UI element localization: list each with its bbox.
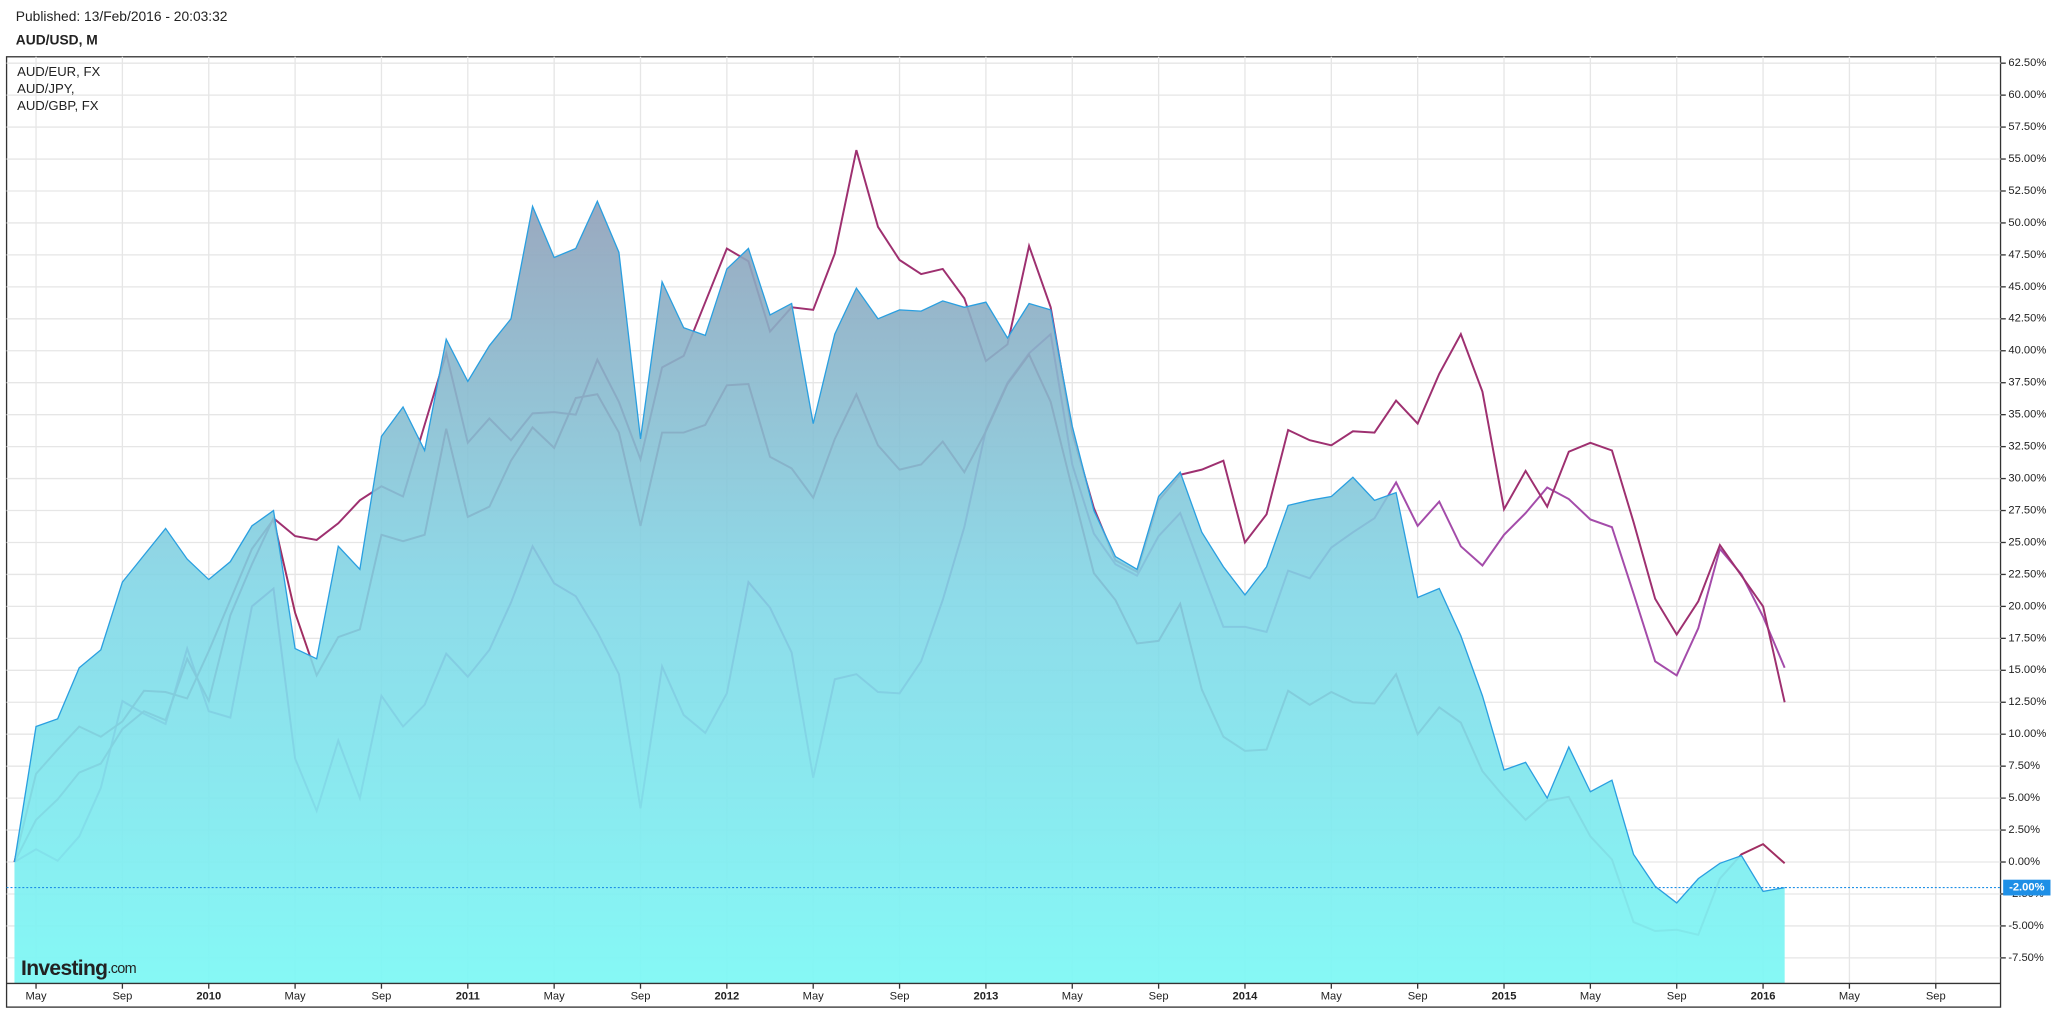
y-tick-label: 62.50%: [2008, 57, 2046, 69]
y-tick-label: 20.00%: [2008, 600, 2046, 612]
area: [14, 201, 1785, 984]
y-tick-label: 35.00%: [2008, 409, 2046, 421]
x-tick-label: Sep: [1408, 991, 1428, 1003]
y-tick-label: -7.50%: [2008, 952, 2043, 964]
current-value-box: [2003, 879, 2051, 896]
series-line: [13, 149, 1786, 863]
x-tick-label: May: [1839, 991, 1860, 1003]
y-tick-label: 32.50%: [2008, 441, 2046, 453]
x-tick-label: 2013: [973, 991, 998, 1003]
logo-suffix: .com: [107, 961, 136, 977]
y-tick-label: 30.00%: [2008, 473, 2046, 485]
y-tick-label: 50.00%: [2008, 217, 2046, 229]
y-tick-label: 5.00%: [2008, 792, 2040, 804]
legend-entry: AUD/GBP, FX: [17, 98, 99, 113]
y-tick-label: 25.00%: [2008, 536, 2046, 548]
x-tick-label: 2016: [1751, 991, 1776, 1003]
y-tick-label: 10.00%: [2008, 728, 2046, 740]
y-tick-label: 37.50%: [2008, 377, 2046, 389]
y-tick-label: 7.50%: [2008, 760, 2040, 772]
legend-entry: AUD/EUR, FX: [17, 64, 100, 79]
y-tick-label: 45.00%: [2008, 281, 2046, 293]
logo-brand: Investing: [21, 957, 107, 980]
y-tick-label: 15.00%: [2008, 664, 2046, 676]
y-tick-label: 55.00%: [2008, 153, 2046, 165]
y-tick-label: 60.00%: [2008, 89, 2046, 101]
y-tick-label: 40.00%: [2008, 345, 2046, 357]
x-tick-label: May: [544, 991, 565, 1003]
x-tick-label: May: [1062, 991, 1083, 1003]
x-tick-label: 2010: [196, 991, 221, 1003]
x-tick-label: May: [285, 991, 306, 1003]
overlay: [13, 199, 1785, 984]
legend-entry: AUD/JPY,: [17, 81, 74, 96]
x-tick-label: May: [803, 991, 824, 1003]
x-tick-label: Sep: [1667, 991, 1687, 1003]
y-tick-label: 42.50%: [2008, 313, 2046, 325]
y-tick-label: 2.50%: [2008, 824, 2040, 836]
x-tick-label: Sep: [112, 991, 132, 1003]
y-tick-label: 52.50%: [2008, 185, 2046, 197]
y-tick-label: 0.00%: [2008, 856, 2040, 868]
y-tick-label: 47.50%: [2008, 249, 2046, 261]
x-tick-label: 2014: [1233, 991, 1259, 1003]
current-value-label: -2.00%: [2009, 882, 2044, 894]
y-tick-label: 22.50%: [2008, 568, 2046, 580]
x-tick-label: May: [1580, 991, 1601, 1003]
x-tick-label: Sep: [1926, 991, 1946, 1003]
y-tick-label: 17.50%: [2008, 632, 2046, 644]
y-tick-label: 12.50%: [2008, 696, 2046, 708]
x-tick-label: 2011: [456, 991, 480, 1003]
x-tick-label: Sep: [631, 991, 651, 1003]
x-tick-label: May: [1321, 991, 1342, 1003]
y-tick-label: 27.50%: [2008, 504, 2046, 516]
chart-title: AUD/USD, M: [16, 33, 98, 48]
logo: Investing.com: [21, 957, 137, 980]
x-tick-label: Sep: [372, 991, 392, 1003]
x-tick-label: 2015: [1492, 991, 1517, 1003]
y-tick-label: 57.50%: [2008, 121, 2046, 133]
x-tick-label: May: [26, 991, 47, 1003]
x-tick-label: Sep: [1149, 991, 1169, 1003]
area-line: [13, 199, 1785, 904]
x-tick-label: 2012: [714, 991, 739, 1003]
y-tick-label: -5.00%: [2008, 920, 2043, 932]
x-tick-label: Sep: [890, 991, 910, 1003]
published: Published: 13/Feb/2016 - 20:03:32: [16, 9, 228, 24]
